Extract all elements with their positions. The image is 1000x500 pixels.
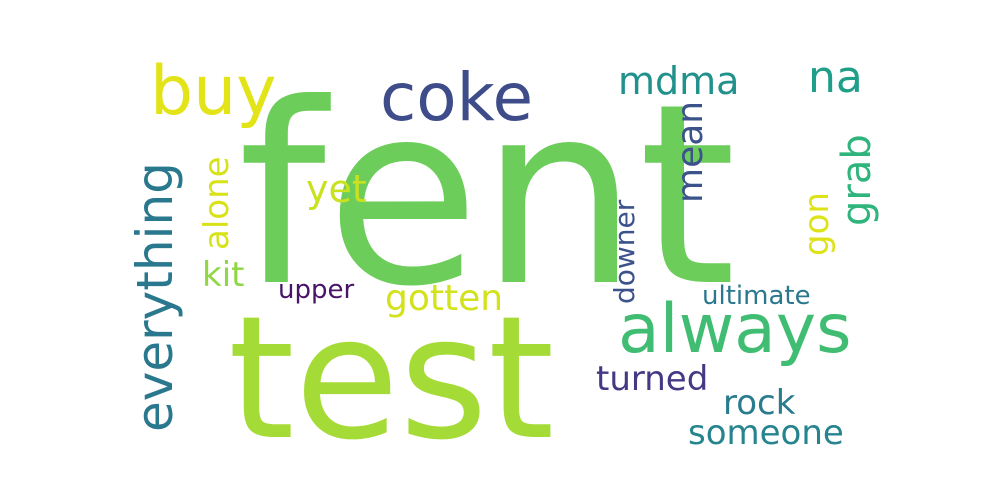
word-ultimate: ultimate [702,281,811,311]
word-alone: alone [197,156,237,250]
word-everything: everything [126,162,184,432]
word-kit: kit [202,255,244,295]
word-test: test [228,280,554,478]
word-gon: gon [797,192,837,256]
word-turned: turned [596,359,708,399]
word-yet: yet [306,167,367,211]
word-someone: someone [688,413,844,453]
word-always: always [618,290,852,369]
word-upper: upper [278,275,354,305]
word-mean: mean [670,101,711,203]
word-buy: buy [150,52,277,131]
word-na: na [808,52,863,103]
word-coke: coke [380,59,533,136]
word-grab: grab [834,134,880,226]
word-gotten: gotten [385,278,503,319]
word-fent: fent [238,50,736,341]
word-mdma: mdma [618,59,739,103]
word-downer: downer [608,199,641,304]
word-rock: rock [723,383,796,423]
